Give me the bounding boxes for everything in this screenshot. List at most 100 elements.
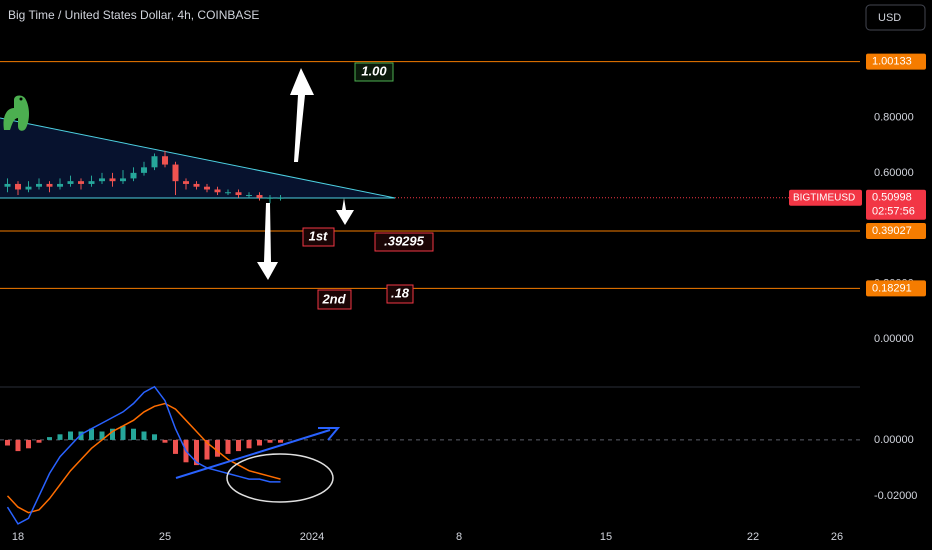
histogram-bar (204, 439, 210, 460)
candle-body (182, 181, 189, 184)
candle-body (119, 178, 126, 182)
trend-arrow-head (318, 427, 341, 441)
histogram-bar (246, 439, 252, 449)
x-tick-label: 15 (600, 531, 612, 543)
candle-body (109, 178, 116, 182)
chart-title: Big Time / United States Dollar, 4h, COI… (8, 8, 259, 22)
histogram-bar (57, 434, 63, 440)
histogram-bar (25, 439, 31, 449)
candle-body (277, 197, 284, 199)
histogram-bar (141, 431, 147, 440)
candle-body (35, 183, 42, 187)
x-tick-label: 18 (12, 531, 24, 543)
last-price-box (866, 189, 926, 220)
candle-body (46, 183, 53, 187)
histogram-bar (46, 437, 52, 440)
x-tick-label: 26 (831, 531, 843, 543)
candle-body (203, 186, 210, 190)
currency-button[interactable] (865, 4, 926, 31)
annotation: .18 (391, 285, 410, 300)
price-axis: 0.800000.600000.200000.000000.00000-0.02… (12, 53, 926, 543)
candle-body (235, 192, 242, 196)
signal-line (6, 402, 281, 514)
price-label-box (866, 280, 926, 297)
histogram-bar (193, 439, 199, 466)
annotation-box (317, 289, 352, 310)
candle-body (67, 181, 74, 184)
ellipse (226, 453, 334, 503)
candle-body (25, 186, 32, 190)
arrow-down-small (336, 198, 354, 225)
annotation: .39295 (384, 233, 425, 248)
histogram-bar (36, 439, 42, 443)
annotation-box (354, 62, 394, 82)
x-tick-label: 25 (159, 531, 171, 543)
price-label-box (866, 222, 926, 239)
y2-tick-label: -0.02000 (874, 490, 917, 502)
histogram-bar (162, 439, 168, 443)
arrow-up (290, 68, 314, 162)
annotation: 2nd (321, 291, 346, 306)
macd-line (6, 385, 281, 525)
candle-body (161, 156, 168, 165)
histogram-bar (78, 431, 84, 440)
annotation: 1.00 (361, 63, 387, 78)
candle-body (88, 181, 95, 184)
histogram-bar (130, 428, 136, 440)
candle-body (56, 183, 63, 187)
candle-body (172, 164, 179, 182)
candle-body (4, 183, 11, 187)
price-label-box (866, 53, 926, 70)
y-tick-label: 0.80000 (874, 111, 914, 123)
histogram-bar (109, 428, 115, 440)
histogram-bar (67, 431, 73, 440)
histogram-bar (235, 439, 241, 452)
annotation: 1st (309, 228, 328, 243)
x-tick-label: 2024 (300, 531, 324, 543)
histogram-bar (88, 428, 94, 440)
histogram-bar (151, 434, 157, 440)
candle-body (77, 181, 84, 184)
candle-body (266, 197, 273, 199)
x-tick-label: 22 (747, 531, 759, 543)
currency[interactable]: USD (878, 12, 901, 24)
candle-body (193, 183, 200, 187)
histogram-bar (120, 425, 126, 440)
annotation-box (302, 227, 335, 247)
x-tick-label: 8 (456, 531, 462, 543)
candle-body (14, 183, 21, 190)
candle-body (224, 192, 231, 194)
histogram-bar (99, 431, 105, 440)
symbol: BIGTIMEUSD (793, 192, 855, 203)
candle-body (140, 167, 147, 173)
candle-body (245, 195, 252, 197)
y2-tick-label: 0.00000 (874, 434, 914, 446)
histogram-bar (15, 439, 21, 452)
snake-eye (19, 97, 23, 101)
y-tick-label: 0.60000 (874, 167, 914, 179)
y-tick-label: 0.00000 (874, 333, 914, 345)
snake-icon (3, 95, 30, 131)
candle-body (98, 178, 105, 182)
countdown: 02:57:56 (872, 206, 915, 218)
last-price: 0.50998 (872, 192, 912, 204)
annotation-box (374, 232, 434, 252)
histogram-bar (267, 439, 273, 443)
triangle-upper (0, 117, 396, 199)
candle-body (256, 195, 263, 198)
histogram-bar (277, 439, 283, 443)
histogram-bar (172, 439, 178, 454)
arrow-down (257, 203, 278, 280)
symbol-box (789, 189, 862, 206)
price-label: 0.18291 (872, 282, 912, 294)
histogram-bar (4, 439, 10, 446)
marks (0, 61, 860, 525)
histogram-bar (225, 439, 231, 454)
candle-body (151, 156, 158, 168)
candle-body (214, 189, 221, 193)
price-label: 0.39027 (872, 225, 912, 237)
histogram-bar (256, 439, 262, 446)
candle-body (130, 172, 137, 179)
